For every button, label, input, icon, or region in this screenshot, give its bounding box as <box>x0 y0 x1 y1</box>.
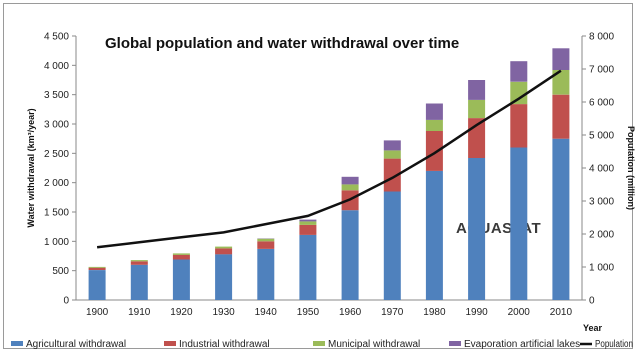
bar-2-1950 <box>299 221 317 225</box>
bar-2-1920 <box>172 253 190 255</box>
bar-2-1980 <box>425 119 443 131</box>
bar-2-1970 <box>383 150 401 159</box>
y-tick-label: 1 500 <box>44 208 69 219</box>
bar-2-1910 <box>130 260 148 262</box>
x-tick-label: 1950 <box>297 307 320 318</box>
bar-0-1930 <box>215 254 233 300</box>
bar-3-1990 <box>468 80 486 100</box>
bar-2-1960 <box>341 184 359 191</box>
x-tick-label: 1920 <box>170 307 193 318</box>
x-tick-label: 2000 <box>508 307 531 318</box>
x-tick-label: 2010 <box>550 307 573 318</box>
bar-2-1940 <box>257 238 275 242</box>
legend: Agricultural withdrawal Industrial withdr… <box>11 339 633 350</box>
y2-tick-label: 4 000 <box>589 164 614 175</box>
x-tick-label: 1940 <box>255 307 278 318</box>
bar-2-1990 <box>468 99 486 119</box>
y-tick-label: 2 500 <box>44 149 69 160</box>
bar-1-1980 <box>425 131 443 171</box>
bar-2-1930 <box>215 246 233 249</box>
ticks-group: 0 500 1 000 1 500 2 000 2 500 3 000 3 500 4 000 4… <box>44 32 614 319</box>
y-tick-label: 500 <box>52 266 69 277</box>
bar-3-1950 <box>299 219 317 222</box>
y2-tick-label: 3 000 <box>589 197 614 208</box>
chart-title: Global population and water withdrawal o… <box>105 35 459 52</box>
legend-label-2: Municipal withdrawal <box>328 339 420 350</box>
y-tick-label: 2 000 <box>44 178 69 189</box>
bar-0-2010 <box>552 138 570 300</box>
y2-tick-label: 0 <box>589 296 595 307</box>
bar-3-2000 <box>510 61 528 82</box>
y2-tick-label: 1 000 <box>589 263 614 274</box>
y-tick-label: 4 500 <box>44 32 69 43</box>
bar-2-2000 <box>510 81 528 105</box>
x-tick-label: 1970 <box>381 307 404 318</box>
bar-0-1990 <box>468 158 486 300</box>
bar-3-1980 <box>425 103 443 120</box>
x-tick-label: 1930 <box>212 307 235 318</box>
x-tick-label: 1960 <box>339 307 362 318</box>
legend-swatch-0 <box>11 341 23 346</box>
bar-3-1970 <box>383 140 401 151</box>
bar-1-1970 <box>383 158 401 192</box>
y-tick-label: 4 000 <box>44 61 69 72</box>
bar-1-1900 <box>88 267 106 270</box>
y2-tick-label: 6 000 <box>589 98 614 109</box>
y2-tick-label: 8 000 <box>589 32 614 43</box>
bar-1-2000 <box>510 104 528 148</box>
legend-label-1: Industrial withdrawal <box>179 339 270 350</box>
y2-tick-label: 5 000 <box>589 131 614 142</box>
bar-2-1900 <box>88 266 106 268</box>
y2-axis-title: Population (million) <box>626 126 636 210</box>
bar-3-2010 <box>552 48 570 70</box>
bar-0-1940 <box>257 249 275 300</box>
chart-frame <box>3 3 633 349</box>
bar-3-1960 <box>341 176 359 185</box>
population-line <box>96 69 562 249</box>
legend-label-0: Agricultural withdrawal <box>26 339 126 350</box>
bar-0-1910 <box>130 264 148 300</box>
legend-swatch-2 <box>313 341 325 346</box>
bar-1-1950 <box>299 224 317 235</box>
bar-2-2010 <box>552 70 570 95</box>
bar-0-1950 <box>299 234 317 300</box>
legend-swatch-1 <box>164 341 176 346</box>
y-tick-label: 3 000 <box>44 120 69 131</box>
y-tick-label: 0 <box>63 296 69 307</box>
bar-1-1930 <box>215 248 233 255</box>
bar-0-1980 <box>425 170 443 300</box>
bar-1-2010 <box>552 94 570 139</box>
bar-0-1900 <box>88 270 106 300</box>
bar-0-2000 <box>510 147 528 300</box>
bar-1-1910 <box>130 261 148 265</box>
y2-tick-label: 2 000 <box>589 230 614 241</box>
bar-1-1920 <box>172 254 190 260</box>
legend-swatch-3 <box>449 341 461 346</box>
y-tick-label: 3 500 <box>44 90 69 101</box>
bar-1-1940 <box>257 241 275 249</box>
bar-0-1960 <box>341 210 359 300</box>
bars-group <box>88 48 570 300</box>
bar-0-1970 <box>383 191 401 300</box>
y-axis-title: Water withdrawal (km³/year) <box>26 108 36 227</box>
x-tick-label: 1980 <box>423 307 446 318</box>
x-axis-title: Year <box>583 323 603 333</box>
y-tick-label: 1 000 <box>44 237 69 248</box>
y2-tick-label: 7 000 <box>589 65 614 76</box>
legend-label-population: Population <box>595 339 633 350</box>
x-tick-label: 1900 <box>86 307 109 318</box>
x-tick-label: 1990 <box>465 307 488 318</box>
x-tick-label: 1910 <box>128 307 151 318</box>
legend-label-3: Evaporation artificial lakes <box>464 339 580 350</box>
bar-0-1920 <box>172 259 190 300</box>
